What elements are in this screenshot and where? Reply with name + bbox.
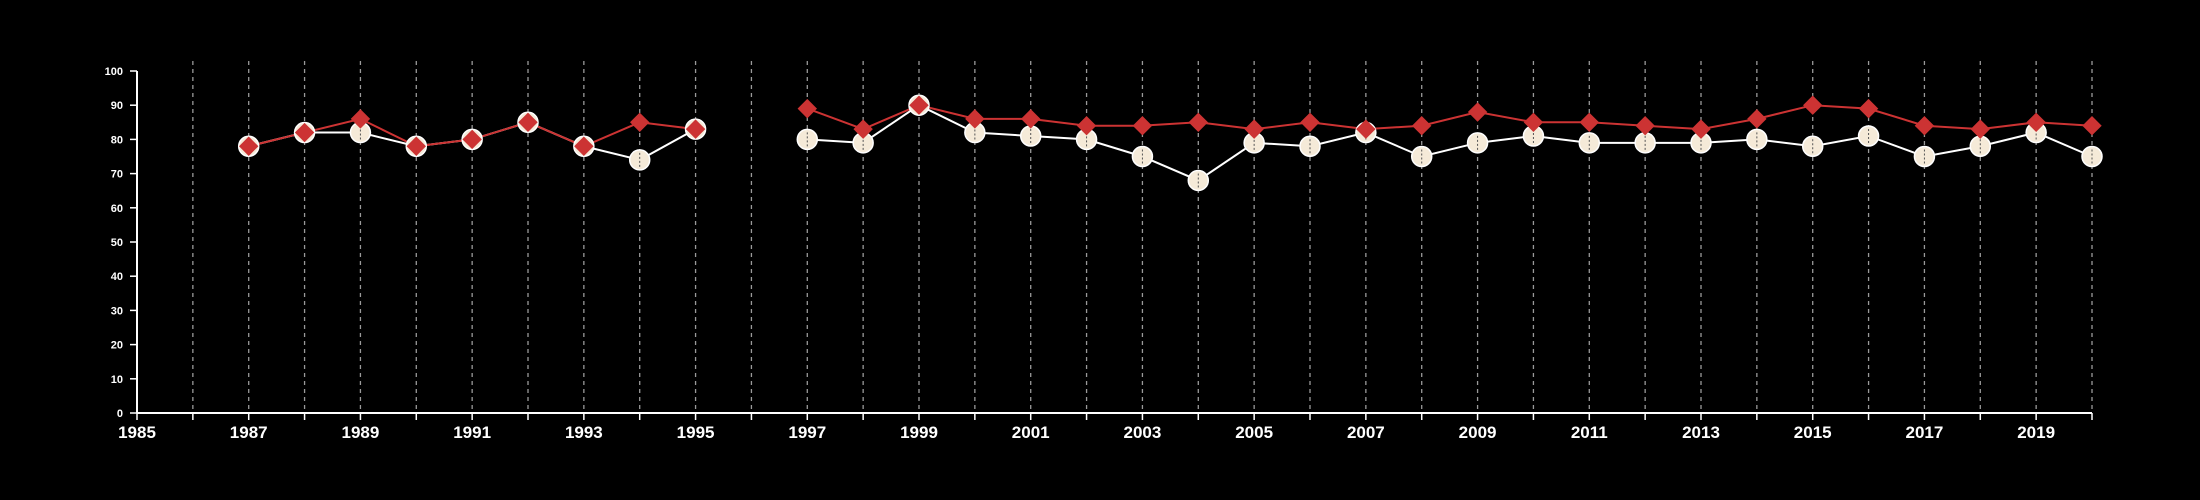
series-2-point — [2082, 116, 2102, 136]
series-2-line — [806, 104, 2093, 131]
series-2-point — [1021, 109, 1041, 129]
y-tick-label: 90 — [111, 100, 123, 112]
x-tick-label: 1985 — [118, 423, 156, 442]
series-2-point — [853, 119, 873, 139]
series-1-point — [1801, 135, 1824, 157]
x-tick-label: 2009 — [1459, 423, 1497, 442]
series-1-point — [1410, 145, 1433, 168]
series-1-point — [1578, 132, 1601, 154]
x-tick-label: 2013 — [1682, 423, 1720, 442]
series-1-point — [1746, 128, 1768, 151]
series-1-point — [1913, 145, 1936, 168]
series-2-point — [1412, 116, 1432, 136]
x-tick-label: 1993 — [565, 423, 603, 442]
series-1-point — [1187, 169, 1210, 192]
series-2-point — [1523, 112, 1544, 133]
series-2-point — [406, 136, 426, 156]
x-tick-label: 2003 — [1124, 423, 1162, 442]
series-2-point — [1132, 116, 1153, 136]
x-tick-label: 1989 — [342, 423, 380, 442]
series-2-point — [518, 112, 538, 133]
x-tick-label: 2001 — [1012, 423, 1050, 442]
x-tick-label: 1995 — [677, 423, 715, 442]
series-2-point — [350, 109, 371, 129]
series-2-point — [462, 129, 482, 150]
series-2-point — [1635, 116, 1655, 136]
series-2-point — [1076, 116, 1097, 136]
series-2-point — [1300, 112, 1320, 133]
series-2-point — [909, 95, 929, 115]
series-2-point — [294, 122, 315, 143]
x-tick-label: 2017 — [1906, 423, 1944, 442]
series-2-point — [1188, 112, 1208, 133]
axes — [130, 70, 2093, 420]
series-1-point — [1857, 125, 1880, 147]
series-2-point — [574, 136, 594, 156]
y-tick-label: 70 — [111, 169, 123, 181]
y-tick-label: 100 — [105, 66, 123, 78]
vertical-grid-lines — [192, 61, 2093, 413]
series-1-line — [807, 104, 2093, 182]
series-2-point — [685, 119, 706, 139]
series-2-point — [1747, 109, 1767, 129]
tick-labels: 0 10 20 30 40 50 60 70 80 90 100 1985 1987 1989 1991 19… — [105, 66, 2055, 442]
series-2-point — [1244, 119, 1264, 139]
data-series — [237, 94, 2103, 192]
series-2-point — [1914, 116, 1935, 136]
series-1-point — [796, 128, 819, 151]
y-tick-label: 50 — [111, 237, 123, 249]
series-2-point — [1356, 119, 1376, 139]
series-1-point — [1299, 135, 1321, 157]
y-tick-label: 40 — [111, 271, 123, 283]
series-2-point — [1858, 98, 1879, 119]
series-2-point — [2026, 112, 2046, 133]
series-2-point — [1467, 102, 1488, 122]
series-2-point — [1970, 119, 1990, 139]
series-2-point — [965, 109, 985, 129]
x-tick-label: 1999 — [900, 423, 938, 442]
series-2-point — [1691, 119, 1711, 139]
series-2-point — [239, 136, 259, 156]
series-1-point — [2081, 145, 2103, 168]
series-2-point — [1579, 112, 1599, 133]
series-2-point — [630, 112, 650, 133]
x-tick-label: 2015 — [1794, 423, 1832, 442]
series-1-point — [1466, 132, 1489, 154]
x-tick-label: 2007 — [1347, 423, 1385, 442]
y-tick-label: 20 — [111, 340, 123, 352]
y-tick-label: 80 — [111, 134, 123, 146]
series-1-point — [628, 149, 651, 171]
x-tick-label: 2005 — [1235, 423, 1273, 442]
x-tick-label: 1987 — [230, 423, 268, 442]
y-tick-label: 10 — [111, 374, 123, 386]
x-tick-label: 2019 — [2017, 423, 2055, 442]
series-2-point — [797, 98, 817, 119]
x-tick-label: 1991 — [453, 423, 491, 442]
y-tick-label: 30 — [111, 305, 123, 317]
x-tick-label: 2011 — [1571, 423, 1608, 442]
y-tick-label: 0 — [117, 408, 123, 420]
series-1-point — [1131, 145, 1154, 168]
series-2-point — [1803, 95, 1823, 115]
x-tick-label: 1997 — [788, 423, 826, 442]
y-tick-label: 60 — [111, 203, 123, 215]
